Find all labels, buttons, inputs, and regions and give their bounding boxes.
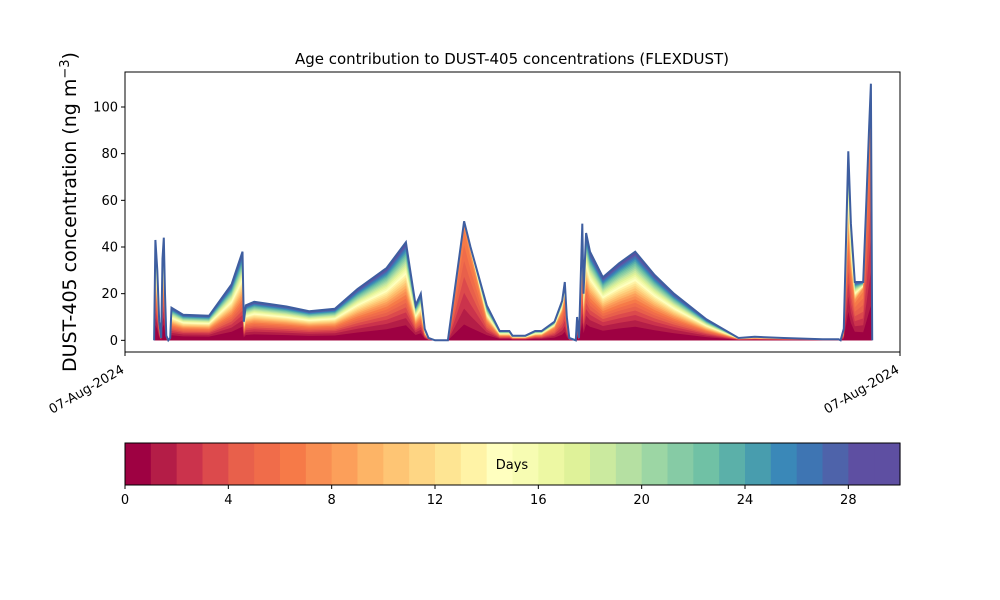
colorbar-cell-29	[874, 443, 901, 485]
y-tick-label-5: 100	[93, 101, 118, 116]
colorbar-label: Days	[496, 458, 529, 473]
colorbar-tick-label-6: 24	[737, 493, 754, 508]
colorbar-tick-label-5: 20	[633, 493, 650, 508]
colorbar-cell-20	[641, 443, 669, 485]
y-tick-label-0: 0	[110, 334, 118, 349]
colorbar-cell-22	[693, 443, 720, 485]
colorbar-cell-25	[770, 443, 798, 485]
y-tick-label-1: 20	[101, 287, 118, 302]
colorbar-cell-1	[150, 443, 178, 485]
colorbar-cell-24	[745, 443, 772, 485]
y-tick-label-4: 80	[101, 147, 118, 162]
colorbar-cell-17	[564, 443, 591, 485]
y-tick-label-3: 60	[101, 194, 118, 209]
colorbar-cell-5	[254, 443, 281, 485]
age-band-5-days	[154, 137, 873, 341]
age-band-0-days	[154, 306, 873, 341]
colorbar-cell-28	[848, 443, 875, 485]
plot-frame	[124, 71, 901, 353]
y-axis-label-exponent: −3	[58, 59, 73, 78]
y-axis-label: DUST-405 concentration (ng m−3)	[58, 52, 81, 372]
colorbar-tick-label-3: 12	[427, 493, 444, 508]
colorbar-cell-7	[305, 443, 333, 485]
plot-area	[124, 71, 901, 353]
y-axis: 0 20 40 60 80 100	[93, 101, 125, 349]
colorbar-cell-23	[719, 443, 746, 485]
colorbar-cell-12	[435, 443, 462, 485]
colorbar-tick-label-2: 8	[328, 493, 336, 508]
colorbar-cell-2	[176, 443, 204, 485]
age-band-8-days	[154, 86, 873, 341]
colorbar-cell-0	[125, 443, 152, 485]
total-concentration-line	[153, 83, 874, 343]
colorbar-cell-19	[615, 443, 643, 485]
colorbar-cell-26	[796, 443, 824, 485]
age-band-4-days	[154, 170, 873, 341]
x-tick-label-1: 07-Aug-2024	[822, 362, 902, 417]
colorbar-cell-16	[538, 443, 565, 485]
colorbar-cell-8	[331, 443, 359, 485]
colorbar-ticks: 0 4 8 12 16 20 24 28	[121, 485, 857, 508]
colorbar-tick-label-4: 16	[530, 493, 547, 508]
colorbar-cell-3	[202, 443, 229, 485]
colorbar-cell-27	[822, 443, 849, 485]
age-band-27-days	[154, 83, 873, 341]
colorbar-cell-21	[667, 443, 694, 485]
colorbar-cell-4	[228, 443, 255, 485]
age-band-29-days	[154, 83, 873, 341]
x-axis: 07-Aug-2024 07-Aug-2024	[47, 352, 902, 418]
colorbar-cell-9	[357, 443, 384, 485]
colorbar-tick-label-0: 0	[121, 493, 129, 508]
y-axis-label-main: DUST-405 concentration (ng m	[59, 79, 81, 372]
colorbar-cell-11	[409, 443, 436, 485]
colorbar-cell-15	[512, 443, 539, 485]
colorbar-cell-6	[280, 443, 307, 485]
colorbar-tick-label-7: 28	[840, 493, 857, 508]
stacked-areas	[154, 83, 873, 341]
colorbar-cell-14	[486, 443, 514, 485]
colorbar: Days 0 4 8 12 16 20 24 28	[121, 442, 901, 508]
colorbar-tick-label-1: 4	[224, 493, 232, 508]
age-band-26-days	[154, 84, 873, 341]
colorbar-cell-13	[460, 443, 488, 485]
y-axis-label-close: )	[59, 52, 81, 59]
colorbar-frame	[124, 442, 901, 486]
colorbar-cell-10	[383, 443, 410, 485]
colorbar-cell-18	[590, 443, 617, 485]
age-band-28-days	[154, 83, 873, 341]
colorbar-cells	[125, 443, 901, 485]
chart-title: Age contribution to DUST-405 concentrati…	[295, 50, 729, 68]
y-tick-label-2: 40	[101, 241, 118, 256]
